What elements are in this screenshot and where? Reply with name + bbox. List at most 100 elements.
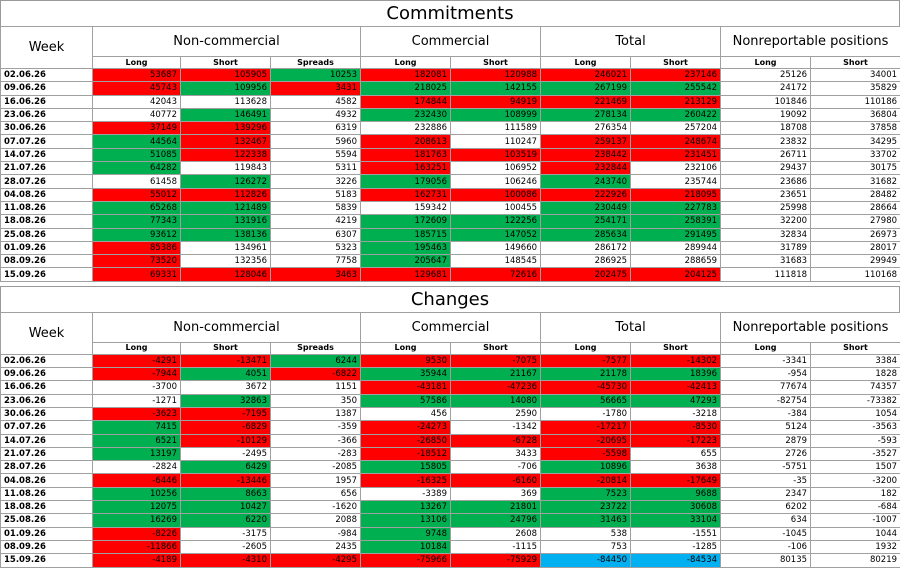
week-cell: 15.09.26	[1, 268, 93, 281]
value-cell: 227783	[631, 201, 721, 214]
value-cell: 6429	[181, 461, 271, 474]
value-cell: 205647	[361, 255, 451, 268]
value-cell: 3431	[271, 82, 361, 95]
value-cell: -283	[271, 447, 361, 460]
value-cell: -16325	[361, 474, 451, 487]
value-cell: 29949	[811, 255, 900, 268]
value-cell: 112826	[181, 188, 271, 201]
value-cell: -3563	[811, 421, 900, 434]
value-cell: 18708	[721, 122, 811, 135]
value-cell: -684	[811, 501, 900, 514]
value-cell: -1271	[93, 394, 181, 407]
sub-header: Long	[361, 342, 451, 354]
value-cell: 195463	[361, 241, 451, 254]
value-cell: 25126	[721, 69, 811, 82]
value-cell: 5183	[271, 188, 361, 201]
value-cell: 1932	[811, 540, 900, 553]
value-cell: 5311	[271, 162, 361, 175]
value-cell: 121489	[181, 201, 271, 214]
value-cell: 7758	[271, 255, 361, 268]
sub-header: Long	[93, 57, 181, 69]
value-cell: 162731	[361, 188, 451, 201]
value-cell: 2726	[721, 447, 811, 460]
value-cell: 255542	[631, 82, 721, 95]
value-cell: 21167	[451, 368, 541, 381]
value-cell: -20814	[541, 474, 631, 487]
value-cell: -954	[721, 368, 811, 381]
value-cell: 1507	[811, 461, 900, 474]
value-cell: -43181	[361, 381, 451, 394]
sub-header: Long	[361, 57, 451, 69]
value-cell: 33702	[811, 148, 900, 161]
sub-header: Short	[811, 342, 900, 354]
value-cell: -7075	[451, 354, 541, 367]
group-header: Total	[541, 27, 721, 57]
value-cell: 23686	[721, 175, 811, 188]
value-cell: -1285	[631, 540, 721, 553]
value-cell: -6728	[451, 434, 541, 447]
value-cell: 163251	[361, 162, 451, 175]
value-cell: -366	[271, 434, 361, 447]
value-cell: 237146	[631, 69, 721, 82]
value-cell: -17217	[541, 421, 631, 434]
week-cell: 02.06.26	[1, 354, 93, 367]
value-cell: 113628	[181, 95, 271, 108]
value-cell: 5124	[721, 421, 811, 434]
value-cell: 232430	[361, 108, 451, 121]
value-cell: -7944	[93, 368, 181, 381]
value-cell: 4582	[271, 95, 361, 108]
week-cell: 04.08.26	[1, 188, 93, 201]
value-cell: -13446	[181, 474, 271, 487]
week-cell: 30.06.26	[1, 407, 93, 420]
value-cell: 26711	[721, 148, 811, 161]
value-cell: -4310	[181, 554, 271, 567]
value-cell: 27980	[811, 215, 900, 228]
value-cell: 21178	[541, 368, 631, 381]
value-cell: 129681	[361, 268, 451, 281]
value-cell: -10129	[181, 434, 271, 447]
value-cell: 13106	[361, 514, 451, 527]
value-cell: 55012	[93, 188, 181, 201]
value-cell: -2085	[271, 461, 361, 474]
value-cell: 1957	[271, 474, 361, 487]
value-cell: 37858	[811, 122, 900, 135]
value-cell: -3341	[721, 354, 811, 367]
value-cell: -1342	[451, 421, 541, 434]
value-cell: 7415	[93, 421, 181, 434]
value-cell: 101846	[721, 95, 811, 108]
value-cell: 254171	[541, 215, 631, 228]
value-cell: -5751	[721, 461, 811, 474]
week-cell: 28.07.26	[1, 175, 93, 188]
value-cell: -42413	[631, 381, 721, 394]
value-cell: -8226	[93, 527, 181, 540]
value-cell: 3226	[271, 175, 361, 188]
value-cell: 109956	[181, 82, 271, 95]
group-header: Nonreportable positions	[721, 312, 900, 342]
value-cell: 42043	[93, 95, 181, 108]
value-cell: 208613	[361, 135, 451, 148]
value-cell: 57586	[361, 394, 451, 407]
week-cell: 15.09.26	[1, 554, 93, 567]
week-cell: 18.08.26	[1, 215, 93, 228]
table-row: 15.09.26-4189-4310-4295-75966-75929-8445…	[1, 554, 900, 567]
value-cell: 4051	[181, 368, 271, 381]
value-cell: 258391	[631, 215, 721, 228]
value-cell: 260422	[631, 108, 721, 121]
value-cell: 31789	[721, 241, 811, 254]
sub-header: Spreads	[271, 57, 361, 69]
value-cell: 753	[541, 540, 631, 553]
sub-header: Long	[721, 342, 811, 354]
value-cell: 147052	[451, 228, 541, 241]
value-cell: 538	[541, 527, 631, 540]
value-cell: -75929	[451, 554, 541, 567]
week-cell: 16.06.26	[1, 381, 93, 394]
